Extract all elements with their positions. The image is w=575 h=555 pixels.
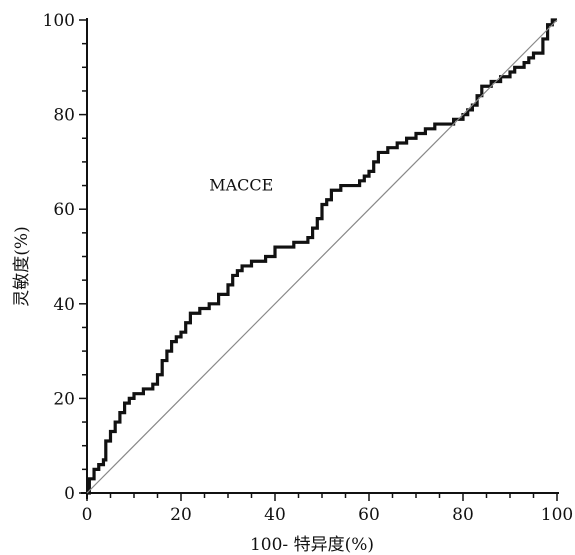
- y-tick-label: 60: [53, 200, 75, 220]
- x-tick-label: 0: [82, 505, 93, 525]
- y-tick-label: 100: [43, 11, 75, 31]
- y-tick-label: 40: [53, 295, 75, 315]
- x-tick-label: 40: [264, 505, 286, 525]
- x-tick-label: 80: [452, 505, 474, 525]
- x-tick-label: 100: [541, 505, 573, 525]
- x-tick-label: 60: [358, 505, 380, 525]
- ticks: 0 20 40 60 80 100 0 20 40 60 80 100: [43, 11, 574, 525]
- x-tick-label: 20: [170, 505, 192, 525]
- macce-label: MACCE: [209, 175, 273, 194]
- y-tick-label: 0: [64, 484, 75, 504]
- y-axis-label: 灵敏度(%): [12, 226, 32, 306]
- series-layer: [86, 18, 558, 495]
- roc-curve-line: [87, 18, 557, 495]
- x-axis-label: 100- 特异度(%): [250, 535, 374, 555]
- y-tick-label: 20: [53, 389, 75, 409]
- axes: [81, 18, 559, 499]
- reference-diagonal-line: [86, 19, 558, 494]
- y-tick-label: 80: [53, 106, 75, 126]
